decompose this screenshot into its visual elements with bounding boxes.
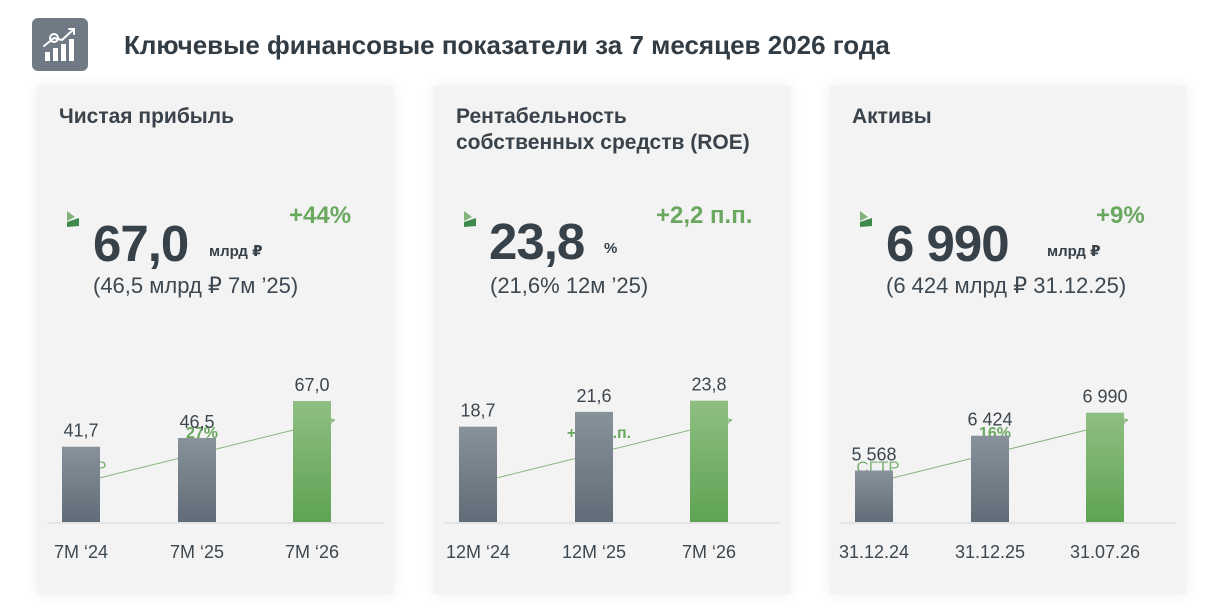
kpi-previous: (6 424 млрд ₽ 31.12.25) <box>886 273 1127 298</box>
category-label: 31.12.24 <box>839 542 909 562</box>
kpi-unit: млрд ₽ <box>209 243 263 260</box>
bar-value-label: 6 990 <box>1082 387 1127 407</box>
card-assets: Активы 6 990 млрд ₽ +9% (6 424 млрд ₽ 31… <box>830 86 1186 594</box>
assets-chart: 16% СГТР 5 568 31.12.24 6 424 31.12.25 6 990 31… <box>830 316 1186 586</box>
kpi-delta: +9% <box>1096 202 1145 229</box>
kpi-value: 23,8 <box>489 213 585 270</box>
kpi-delta: +44% <box>289 202 352 229</box>
bar <box>293 401 331 522</box>
analytics-chart-icon <box>32 18 88 71</box>
card-net-profit: Чистая прибыль 67,0 млрд ₽ +44% (46,5 мл… <box>37 86 393 594</box>
bar-value-label: 23,8 <box>691 375 726 395</box>
bar <box>178 438 216 522</box>
bank-logo-icon <box>464 211 476 227</box>
kpi-previous: (21,6% 12м ’25) <box>490 273 649 298</box>
bar <box>459 426 497 522</box>
bar <box>1086 412 1124 522</box>
bar <box>971 435 1009 522</box>
bar-value-label: 46,5 <box>179 412 214 432</box>
category-label: 31.07.26 <box>1070 542 1140 562</box>
card-roe: Рентабельность собственных средств (ROE)… <box>434 86 790 594</box>
category-label: 7М ‘26 <box>285 542 339 562</box>
bank-logo-icon <box>67 211 79 227</box>
kpi-delta: +2,2 п.п. <box>656 202 753 229</box>
bar-value-label: 67,0 <box>294 375 329 395</box>
bar <box>62 446 100 522</box>
category-label: 12М ‘25 <box>562 542 626 562</box>
bar-value-label: 18,7 <box>460 401 495 421</box>
kpi-unit: % <box>604 240 618 257</box>
bar-value-label: 6 424 <box>967 410 1012 430</box>
card-title: Чистая прибыль <box>59 105 234 128</box>
kpi-previous: (46,5 млрд ₽ 7м ’25) <box>93 273 299 298</box>
bar <box>575 411 613 522</box>
bar-value-label: 5 568 <box>851 444 896 464</box>
card-title: Активы <box>852 105 932 128</box>
growth-label: 27% <box>186 425 218 442</box>
kpi-unit: млрд ₽ <box>1047 243 1101 260</box>
category-label: 12М ‘24 <box>446 542 510 562</box>
kpi-value: 6 990 <box>886 215 1010 272</box>
kpi-value: 67,0 <box>93 215 189 272</box>
bar-value-label: 21,6 <box>576 386 611 406</box>
bar <box>690 400 728 522</box>
category-label: 7М ‘25 <box>170 542 224 562</box>
bar-value-label: 41,7 <box>63 421 98 441</box>
bar <box>855 470 893 522</box>
category-label: 7М ‘26 <box>682 542 736 562</box>
category-label: 7М ‘24 <box>54 542 108 562</box>
card-title: Рентабельность собственных средств (ROE) <box>456 105 750 154</box>
page-title: Ключевые финансовые показатели за 7 меся… <box>124 30 890 60</box>
category-label: 31.12.25 <box>955 542 1025 562</box>
bank-logo-icon <box>860 211 872 227</box>
